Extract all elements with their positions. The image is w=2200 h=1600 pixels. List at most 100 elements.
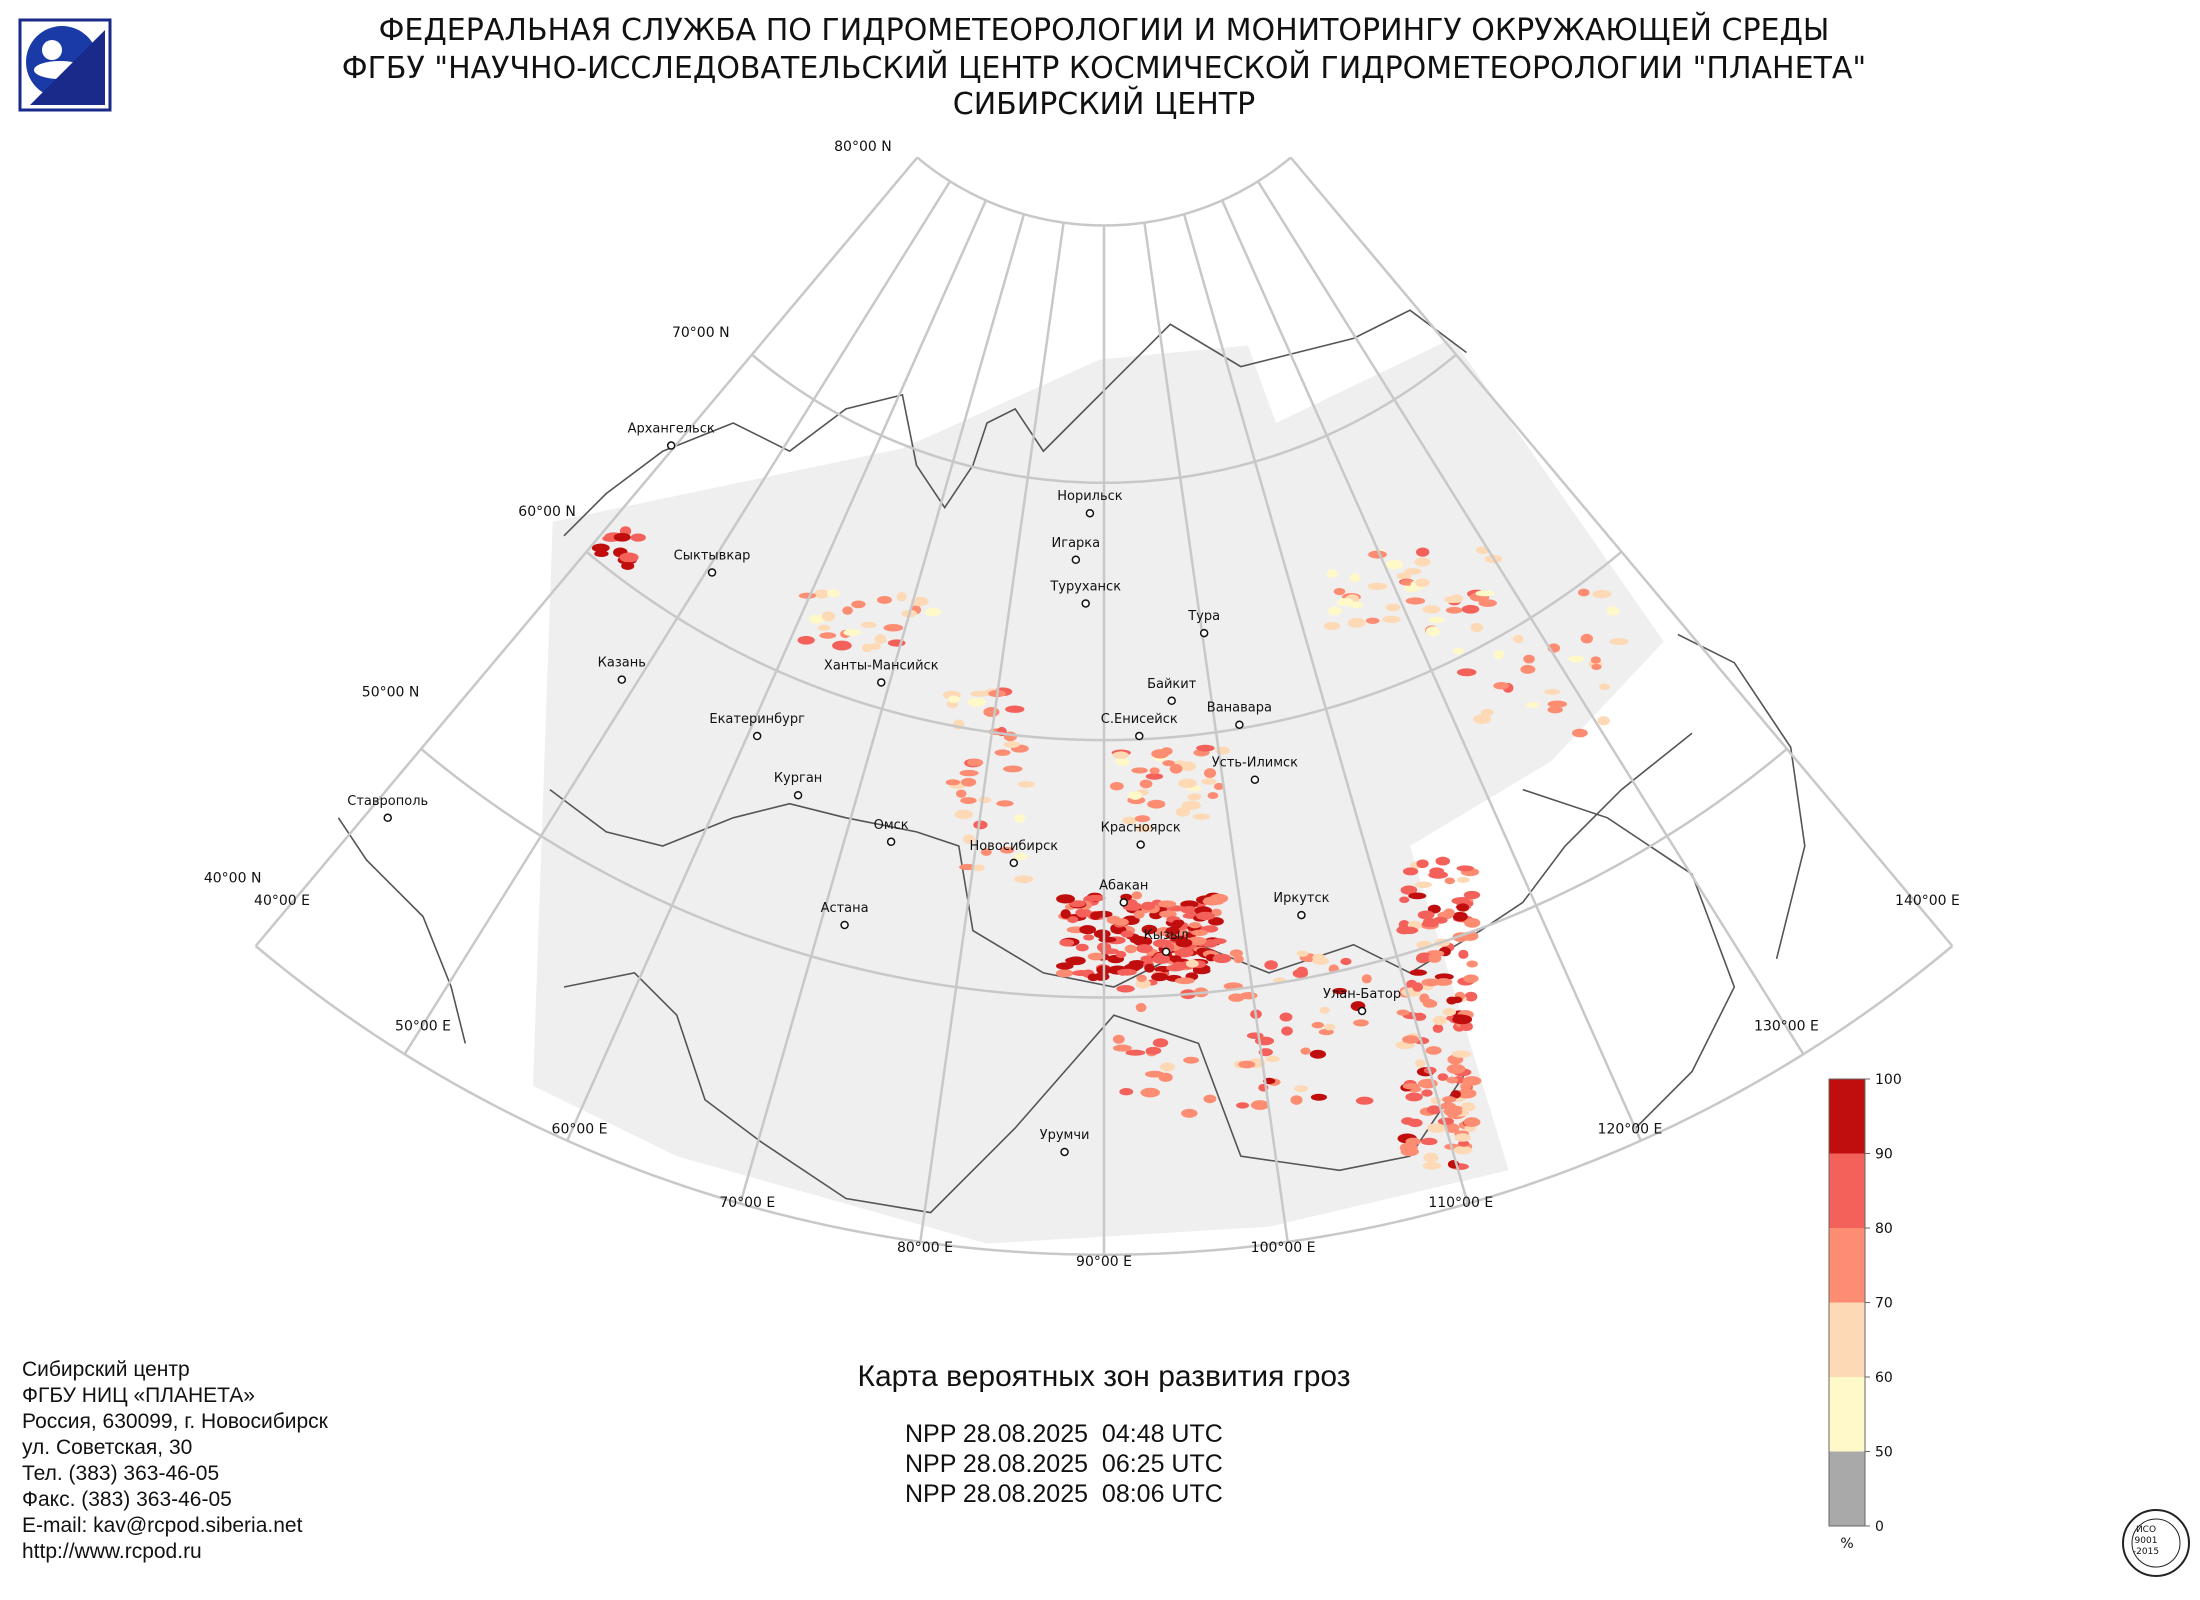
storm-zone (1526, 701, 1540, 708)
header-line: ФЕДЕРАЛЬНАЯ СЛУЖБА ПО ГИДРОМЕТЕОРОЛОГИИ … (379, 12, 1830, 48)
storm-zone (1119, 1088, 1134, 1096)
storm-zone (996, 800, 1014, 807)
storm-zone (1512, 634, 1524, 644)
storm-zone (1456, 903, 1470, 912)
storm-zone (1432, 1024, 1444, 1033)
storm-zone (1181, 1108, 1198, 1118)
storm-zone (1145, 773, 1164, 780)
city-marker (1136, 840, 1145, 849)
storm-zone (1196, 744, 1215, 752)
storm-zone (1425, 1046, 1442, 1055)
storm-zone (1162, 760, 1175, 767)
storm-zone (817, 624, 831, 631)
storm-zone (1427, 1123, 1447, 1133)
storm-zone (1446, 1076, 1459, 1084)
storm-zone (1442, 1007, 1457, 1017)
storm-zone (1462, 1076, 1482, 1086)
storm-zone (1452, 1014, 1473, 1025)
city-marker (793, 790, 803, 800)
storm-zone (1144, 963, 1155, 973)
storm-zone (1432, 916, 1448, 924)
storm-zone (1139, 779, 1153, 789)
storm-zone (1114, 918, 1129, 926)
storm-zone (1187, 793, 1202, 801)
storm-zone (1017, 781, 1036, 788)
city-marker (1081, 599, 1090, 608)
storm-zone (1422, 998, 1436, 1008)
storm-zone (1547, 706, 1563, 714)
city-label: Сыктывкар (674, 548, 751, 563)
storm-zone (1470, 622, 1484, 633)
storm-zone (1169, 764, 1183, 774)
storm-zone (967, 697, 986, 707)
contact-line: Факс. (383) 363-46-05 (22, 1488, 232, 1511)
storm-zone (1076, 910, 1090, 918)
city-label: Тура (1187, 609, 1220, 624)
map-title: Карта вероятных зон развития гроз (857, 1360, 1350, 1393)
storm-zone (1444, 595, 1461, 604)
legend-tick-label: 60 (1875, 1370, 1893, 1386)
city-label: Улан-Батор (1323, 987, 1401, 1002)
storm-zone (1207, 792, 1219, 799)
storm-zone (896, 591, 907, 602)
storm-zone (1131, 891, 1143, 900)
meridian (254, 156, 919, 947)
storm-zone (1145, 1046, 1162, 1055)
storm-zone (1087, 973, 1100, 982)
storm-zone (619, 552, 639, 563)
storm-zone (1591, 663, 1602, 671)
storm-zone (1311, 1021, 1324, 1029)
pass-line: NPP 28.08.2025 08:06 UTC (905, 1480, 1223, 1508)
storm-zone (1183, 1056, 1200, 1064)
city-label: Ставрополь (347, 794, 428, 809)
contact-line: Россия, 630099, г. Новосибирск (22, 1410, 329, 1433)
storm-zone (1405, 1092, 1423, 1102)
storm-zone (1597, 716, 1610, 726)
contact-line: Сибирский центр (22, 1358, 190, 1381)
storm-zone (1571, 728, 1588, 738)
storm-zone (1460, 1022, 1473, 1032)
meridian (566, 199, 988, 1142)
storm-zone (1475, 590, 1495, 597)
storm-zone (1414, 881, 1433, 889)
storm-zone (1606, 606, 1620, 616)
storm-zone (1456, 668, 1477, 677)
storm-zone (1002, 765, 1023, 773)
storm-zone (1437, 1117, 1454, 1126)
coastline (1677, 633, 1806, 959)
city-marker (1235, 720, 1244, 729)
contact-line: Тел. (383) 363-46-05 (22, 1462, 219, 1485)
storm-zone (1135, 823, 1154, 833)
storm-zone (1402, 1035, 1420, 1044)
storm-zone (1177, 778, 1197, 788)
storm-zone (1246, 1032, 1264, 1039)
storm-zone (1415, 547, 1430, 557)
storm-zone (1520, 664, 1536, 674)
meridian (739, 213, 1026, 1204)
storm-zone (947, 695, 960, 704)
storm-zone (1355, 1096, 1374, 1105)
storm-zone (630, 533, 646, 542)
storm-zone (808, 614, 826, 624)
storm-zone (1055, 962, 1074, 970)
storm-zone (1014, 875, 1034, 883)
storm-zone (1310, 1093, 1327, 1101)
storm-zone (1129, 935, 1147, 944)
storm-zone (1000, 846, 1015, 854)
storm-zone (1463, 1117, 1481, 1127)
storm-zone (1451, 1050, 1472, 1058)
storm-zone (883, 623, 904, 632)
storm-zone (1294, 1085, 1309, 1093)
storm-zone (1059, 938, 1075, 947)
storm-zone (1416, 953, 1429, 964)
city-label: С.Енисейск (1101, 712, 1178, 727)
storm-zone (1423, 1152, 1439, 1163)
legend-tick-label: 50 (1875, 1445, 1893, 1461)
storm-zone (1435, 856, 1451, 866)
storm-zone (1580, 633, 1594, 644)
storm-zone (1136, 944, 1153, 954)
storm-zone (967, 758, 984, 767)
storm-zone (1175, 938, 1193, 948)
cert-text: ИСО (2136, 1525, 2156, 1535)
